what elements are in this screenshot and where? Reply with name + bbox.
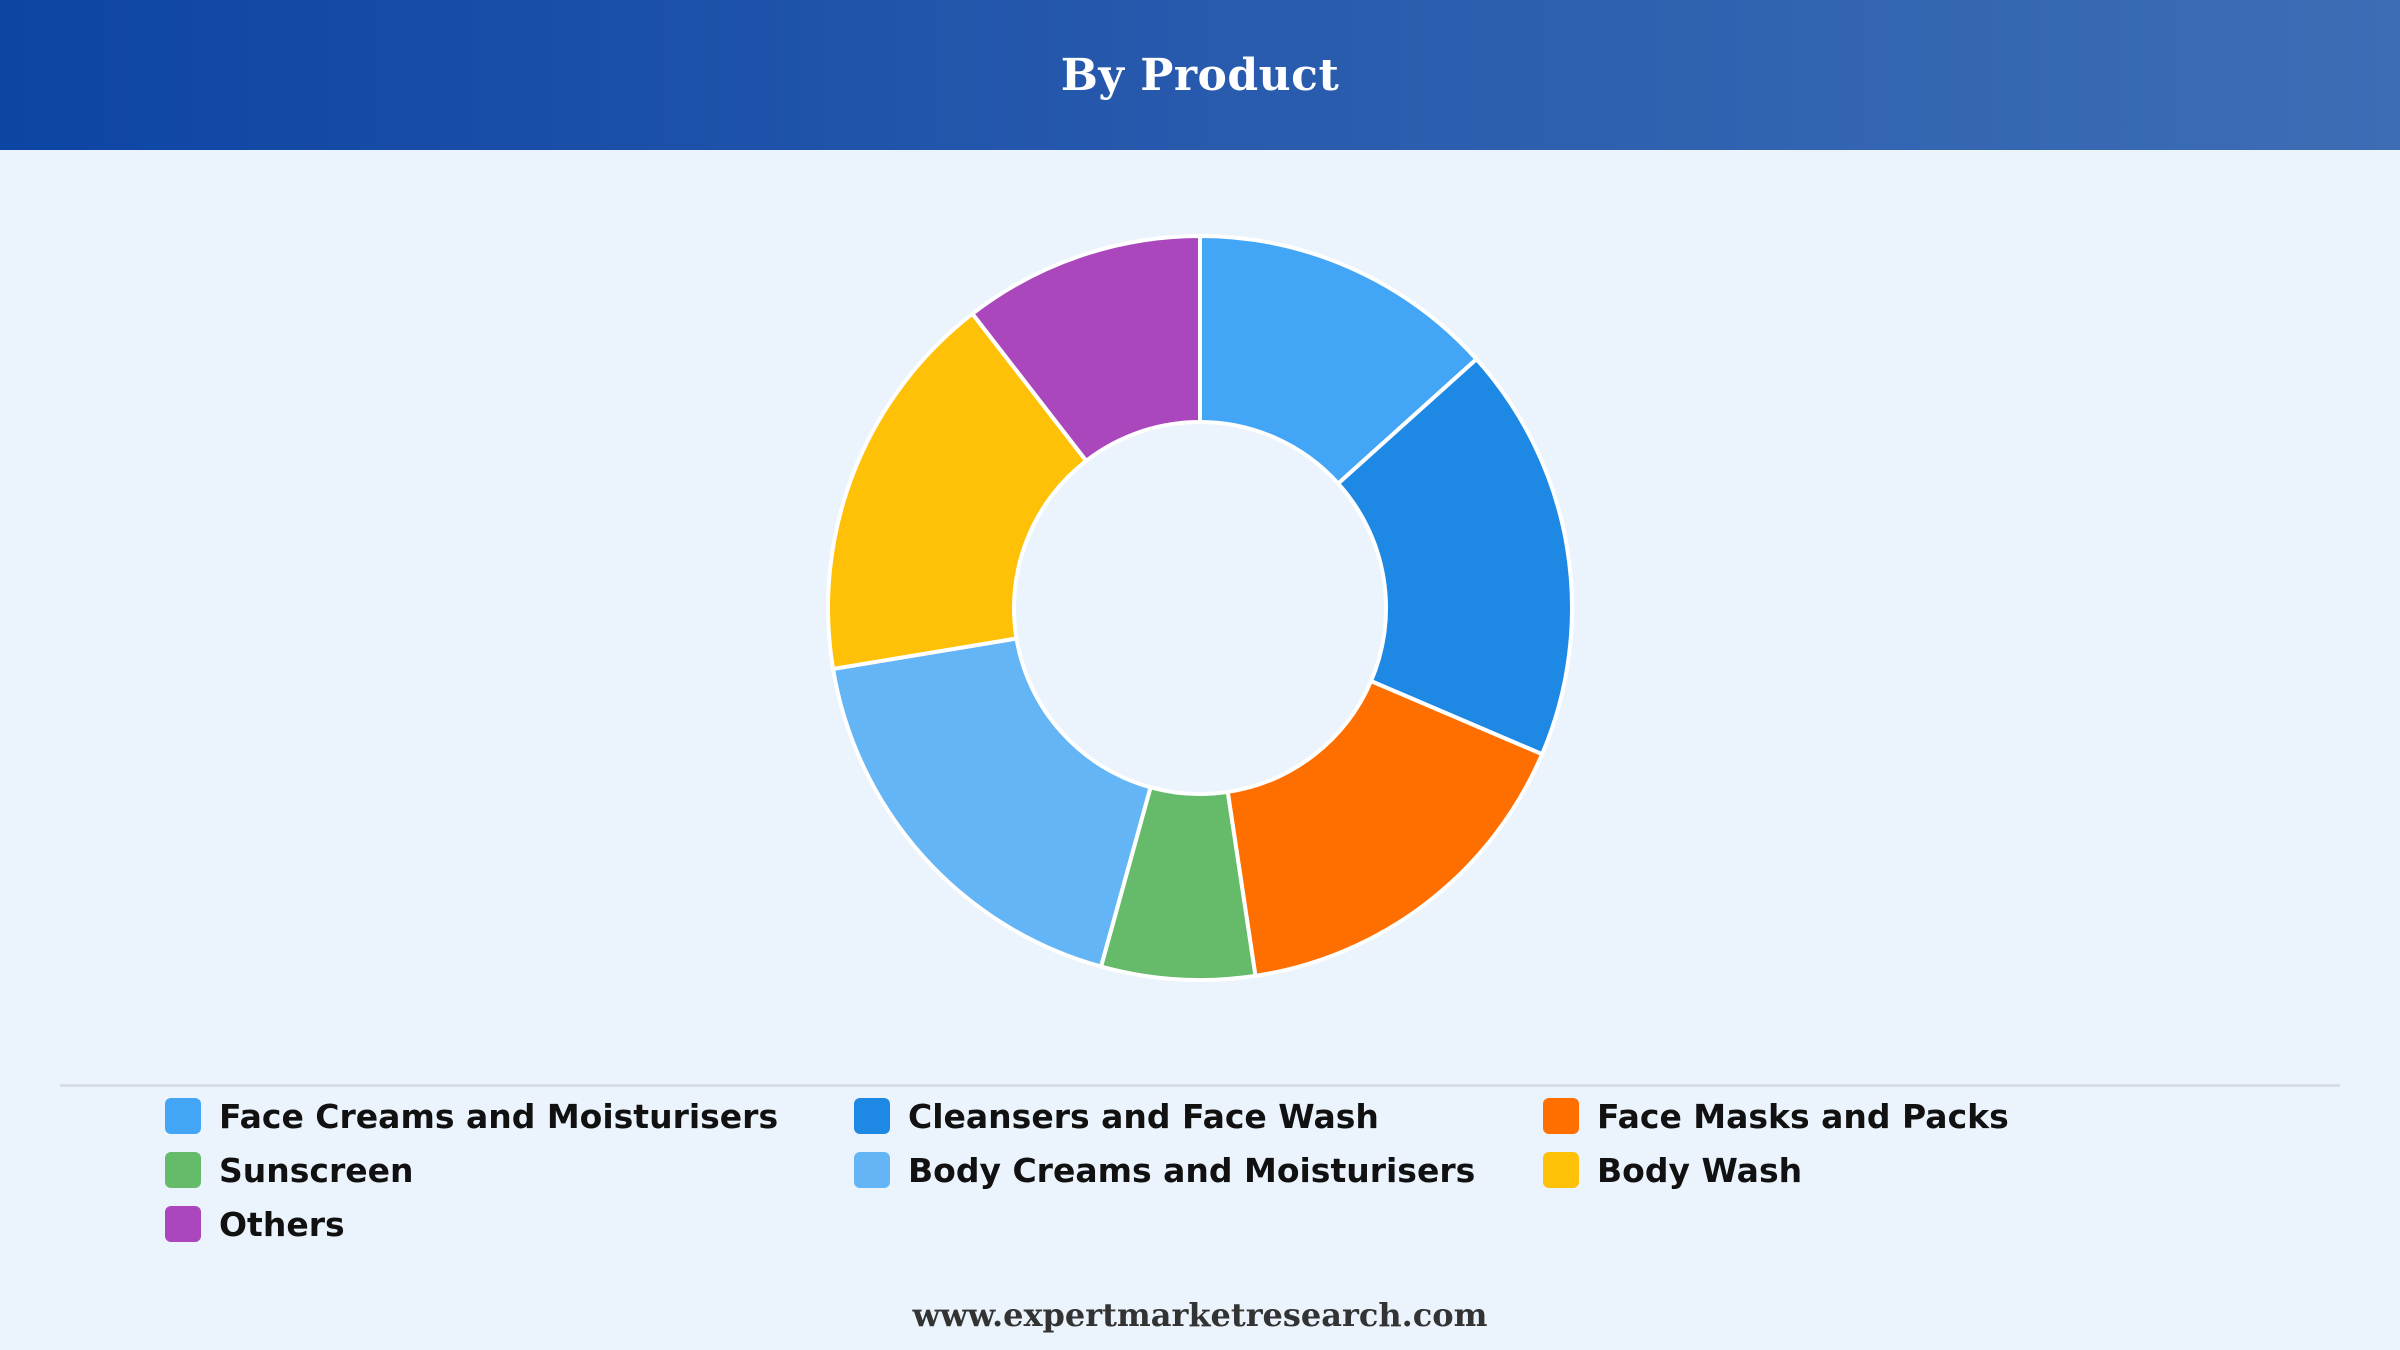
legend-divider xyxy=(60,1084,2340,1087)
donut-chart xyxy=(826,234,1574,982)
legend-label: Sunscreen xyxy=(219,1150,414,1190)
legend-item-cleansers[interactable]: Cleansers and Face Wash xyxy=(854,1096,1543,1136)
legend-label: Cleansers and Face Wash xyxy=(908,1096,1379,1136)
legend-swatch xyxy=(854,1098,890,1134)
legend-item-others[interactable]: Others xyxy=(165,1204,854,1244)
source-url: www.expertmarketresearch.com xyxy=(912,1296,1488,1334)
slice-face-creams-and-moisturisers[interactable] xyxy=(1198,234,1479,486)
legend-label: Face Masks and Packs xyxy=(1597,1096,2009,1136)
legend-label: Face Creams and Moisturisers xyxy=(219,1096,779,1136)
legend-swatch xyxy=(165,1152,201,1188)
legend-item-face-masks[interactable]: Face Masks and Packs xyxy=(1543,1096,2232,1136)
slice-cleansers-and-face-wash[interactable] xyxy=(1336,357,1574,757)
slice-face-masks-and-packs[interactable] xyxy=(1225,679,1545,978)
legend-swatch xyxy=(165,1206,201,1242)
legend-label: Others xyxy=(219,1204,345,1244)
legend-item-sunscreen[interactable]: Sunscreen xyxy=(165,1150,854,1190)
legend-swatch xyxy=(1543,1098,1579,1134)
legend-swatch xyxy=(165,1098,201,1134)
chart-title: By Product xyxy=(1060,49,1340,101)
header-bar: By Product xyxy=(0,0,2400,150)
legend-item-body-wash[interactable]: Body Wash xyxy=(1543,1150,2232,1190)
legend-swatch xyxy=(1543,1152,1579,1188)
legend: Face Creams and Moisturisers Cleansers a… xyxy=(165,1096,2265,1244)
slice-others[interactable] xyxy=(970,234,1202,463)
legend-label: Body Wash xyxy=(1597,1150,1803,1190)
legend-label: Body Creams and Moisturisers xyxy=(908,1150,1476,1190)
legend-swatch xyxy=(854,1152,890,1188)
legend-item-face-creams[interactable]: Face Creams and Moisturisers xyxy=(165,1096,854,1136)
legend-item-body-creams[interactable]: Body Creams and Moisturisers xyxy=(854,1150,1543,1190)
slice-body-wash[interactable] xyxy=(826,311,1089,671)
slice-body-creams-and-moisturisers[interactable] xyxy=(831,636,1153,969)
